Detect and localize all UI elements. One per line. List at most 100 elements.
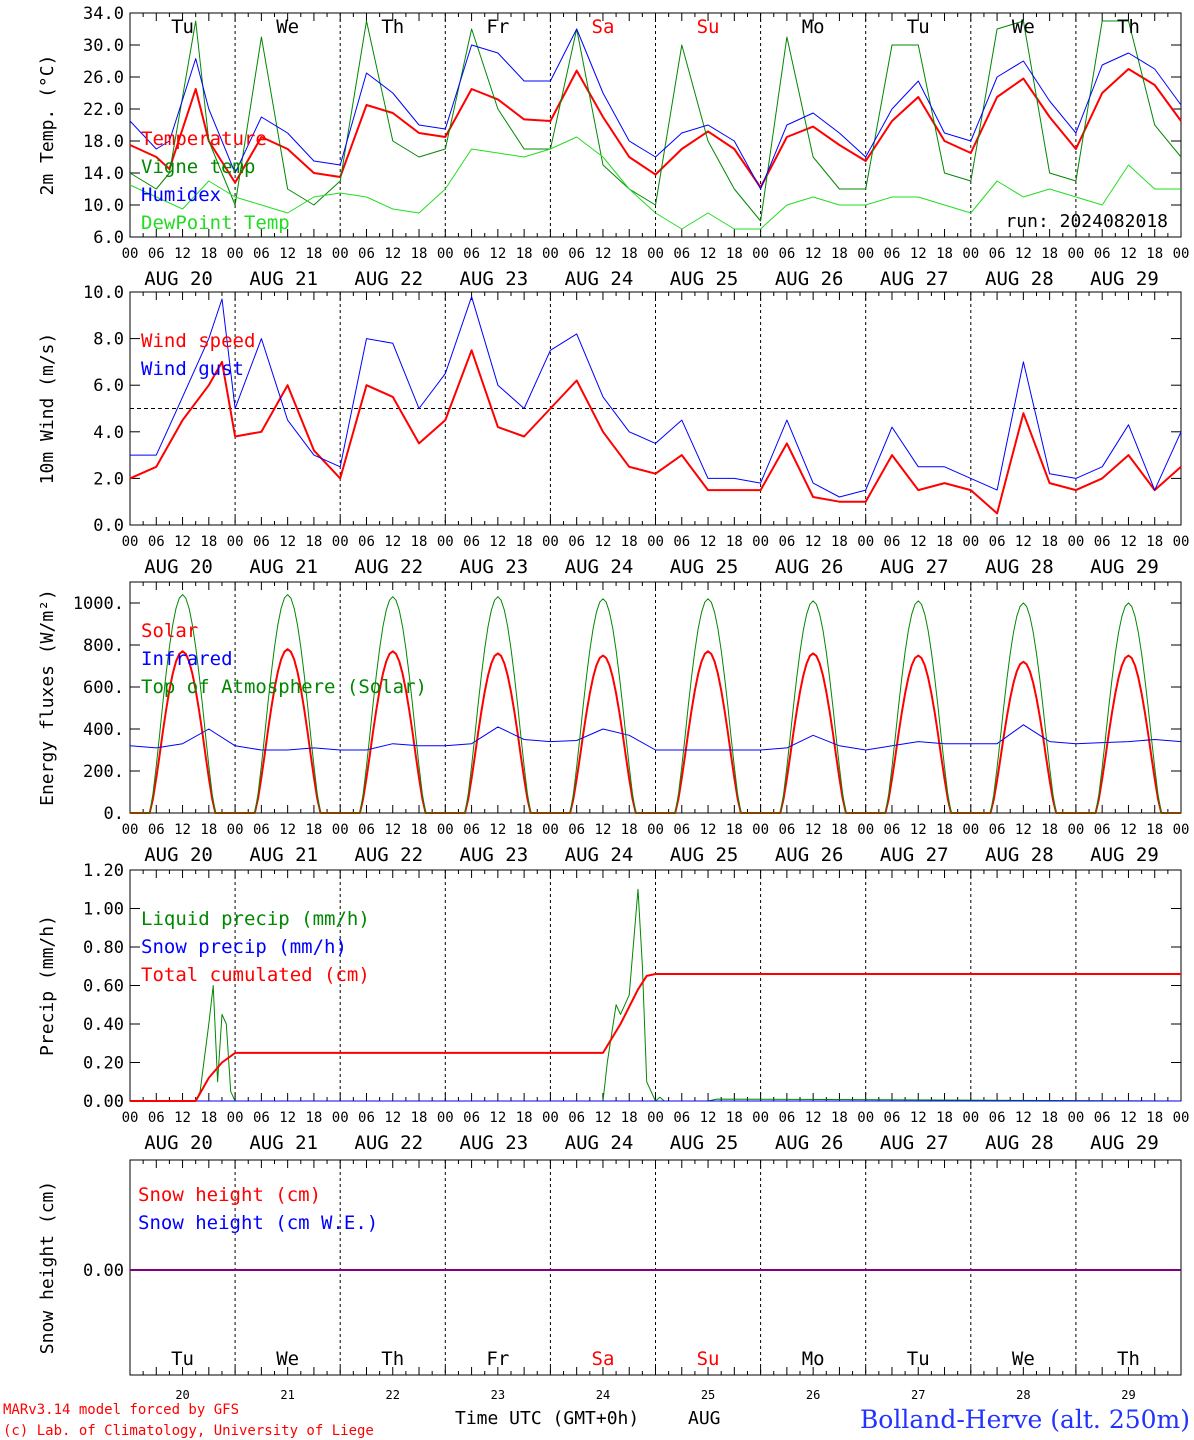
panel-2: 0.0 2.0 4.0 6.0 8.0 10.0 10m Wind (m/s) Wind sp… bbox=[37, 283, 1189, 578]
hour-label: 12 bbox=[910, 822, 927, 838]
hour-label: 00 bbox=[437, 1110, 454, 1126]
y-axis-title: 2m Temp. (°C) bbox=[37, 55, 58, 196]
date-label: AUG 27 bbox=[880, 268, 949, 290]
hour-label: 12 bbox=[1120, 534, 1137, 550]
hour-label: 06 bbox=[358, 822, 375, 838]
hour-label: 12 bbox=[805, 246, 822, 262]
y-axis-title: 10m Wind (m/s) bbox=[37, 333, 58, 485]
hour-label: 12 bbox=[1015, 246, 1032, 262]
run-annotation: run: 2024082018 bbox=[1005, 211, 1168, 232]
hour-label: 00 bbox=[227, 1110, 244, 1126]
hour-label: 06 bbox=[778, 534, 795, 550]
y-tick-label: 22.0 bbox=[83, 100, 124, 120]
hour-label: 00 bbox=[1067, 1110, 1084, 1126]
hour-label: 18 bbox=[1146, 534, 1163, 550]
hour-label: 00 bbox=[962, 1110, 979, 1126]
hour-label: 00 bbox=[122, 246, 139, 262]
date-label: AUG 23 bbox=[460, 268, 529, 290]
series-line-temperature bbox=[129, 68, 1182, 189]
hour-label: 12 bbox=[279, 1110, 296, 1126]
hour-label: 06 bbox=[884, 534, 901, 550]
hour-label: 06 bbox=[148, 822, 165, 838]
series-line-liquid-precip-mm-h bbox=[130, 888, 1182, 1102]
hour-label: 12 bbox=[1120, 246, 1137, 262]
hour-label: 18 bbox=[516, 1110, 533, 1126]
hour-label: 06 bbox=[358, 246, 375, 262]
hour-label: 18 bbox=[621, 822, 638, 838]
y-tick-label: 10.0 bbox=[83, 283, 124, 303]
hour-label: 06 bbox=[884, 822, 901, 838]
date-label: AUG 29 bbox=[1090, 1132, 1159, 1154]
hour-label: 12 bbox=[279, 822, 296, 838]
y-axis-title: Energy fluxes (W/m²) bbox=[37, 589, 58, 806]
date-label: AUG 23 bbox=[460, 844, 529, 866]
hour-label: 00 bbox=[1173, 534, 1190, 550]
legend-entry: Wind speed bbox=[141, 330, 255, 352]
hour-label: 18 bbox=[831, 1110, 848, 1126]
hour-label: 12 bbox=[700, 822, 717, 838]
series-line-wind-gust bbox=[130, 296, 1182, 498]
date-label: AUG 22 bbox=[354, 268, 423, 290]
hour-label: 18 bbox=[411, 534, 428, 550]
series-line-top-of-atmosphere-solar bbox=[130, 594, 1181, 814]
hour-label: 12 bbox=[384, 1110, 401, 1126]
hour-label: 00 bbox=[542, 822, 559, 838]
date-label: AUG 21 bbox=[249, 1132, 318, 1154]
hour-label: 12 bbox=[595, 246, 612, 262]
weekday-label: We bbox=[1012, 1348, 1035, 1370]
hour-label: 12 bbox=[805, 534, 822, 550]
date-label: AUG 20 bbox=[144, 1132, 213, 1154]
day-number-label: 21 bbox=[280, 1388, 294, 1402]
y-tick-label: 400. bbox=[83, 720, 124, 740]
hour-label: 06 bbox=[568, 534, 585, 550]
y-tick-label: 200. bbox=[83, 762, 124, 782]
hour-label: 06 bbox=[673, 822, 690, 838]
y-tick-label: 26.0 bbox=[83, 68, 124, 88]
hour-label: 12 bbox=[489, 1110, 506, 1126]
hour-label: 00 bbox=[647, 246, 664, 262]
hour-label: 06 bbox=[989, 534, 1006, 550]
y-tick-label: 4.0 bbox=[93, 423, 124, 443]
hour-label: 00 bbox=[857, 822, 874, 838]
hour-label: 12 bbox=[489, 246, 506, 262]
legend-entry: Solar bbox=[141, 620, 198, 642]
legend-entry: Snow height (cm W.E.) bbox=[138, 1212, 378, 1234]
hour-label: 12 bbox=[489, 822, 506, 838]
hour-label: 00 bbox=[1067, 822, 1084, 838]
hour-label: 18 bbox=[411, 1110, 428, 1126]
hour-label: 12 bbox=[595, 822, 612, 838]
panel-5: 0.00 Snow height (cm) Snow height (cm) Snow… bbox=[37, 1159, 1182, 1402]
hour-label: 12 bbox=[700, 534, 717, 550]
day-number-label: 22 bbox=[386, 1388, 400, 1402]
hour-label: 12 bbox=[805, 822, 822, 838]
hour-label: 18 bbox=[621, 246, 638, 262]
hour-label: 00 bbox=[857, 246, 874, 262]
y-tick-label: 30.0 bbox=[83, 36, 124, 56]
hour-label: 12 bbox=[1015, 822, 1032, 838]
date-label: AUG 20 bbox=[144, 556, 213, 578]
hour-label: 06 bbox=[1094, 534, 1111, 550]
x-axis-title: Time UTC (GMT+0h) bbox=[455, 1408, 639, 1429]
series-line-vigne-temp bbox=[129, 20, 1182, 222]
hour-label: 18 bbox=[411, 822, 428, 838]
panel-3: 0. 200. 400. 600. 800. 1000. Energy fluxes (W/… bbox=[37, 581, 1189, 866]
date-label: AUG 29 bbox=[1090, 268, 1159, 290]
hour-label: 18 bbox=[1146, 1110, 1163, 1126]
hour-label: 06 bbox=[253, 1110, 270, 1126]
weekday-label: Tu bbox=[907, 1348, 930, 1370]
hour-label: 18 bbox=[200, 1110, 217, 1126]
legend-entry: Snow height (cm) bbox=[138, 1184, 321, 1206]
hour-label: 00 bbox=[962, 822, 979, 838]
hour-label: 00 bbox=[752, 822, 769, 838]
hour-label: 06 bbox=[1094, 1110, 1111, 1126]
date-label: AUG 28 bbox=[985, 268, 1054, 290]
hour-label: 00 bbox=[962, 534, 979, 550]
hour-label: 06 bbox=[463, 534, 480, 550]
weekday-label: We bbox=[276, 16, 299, 38]
date-label: AUG 22 bbox=[354, 1132, 423, 1154]
hour-label: 18 bbox=[831, 246, 848, 262]
hour-label: 12 bbox=[174, 1110, 191, 1126]
hour-label: 12 bbox=[910, 246, 927, 262]
weekday-label: Sa bbox=[592, 1348, 615, 1370]
hour-label: 18 bbox=[516, 822, 533, 838]
